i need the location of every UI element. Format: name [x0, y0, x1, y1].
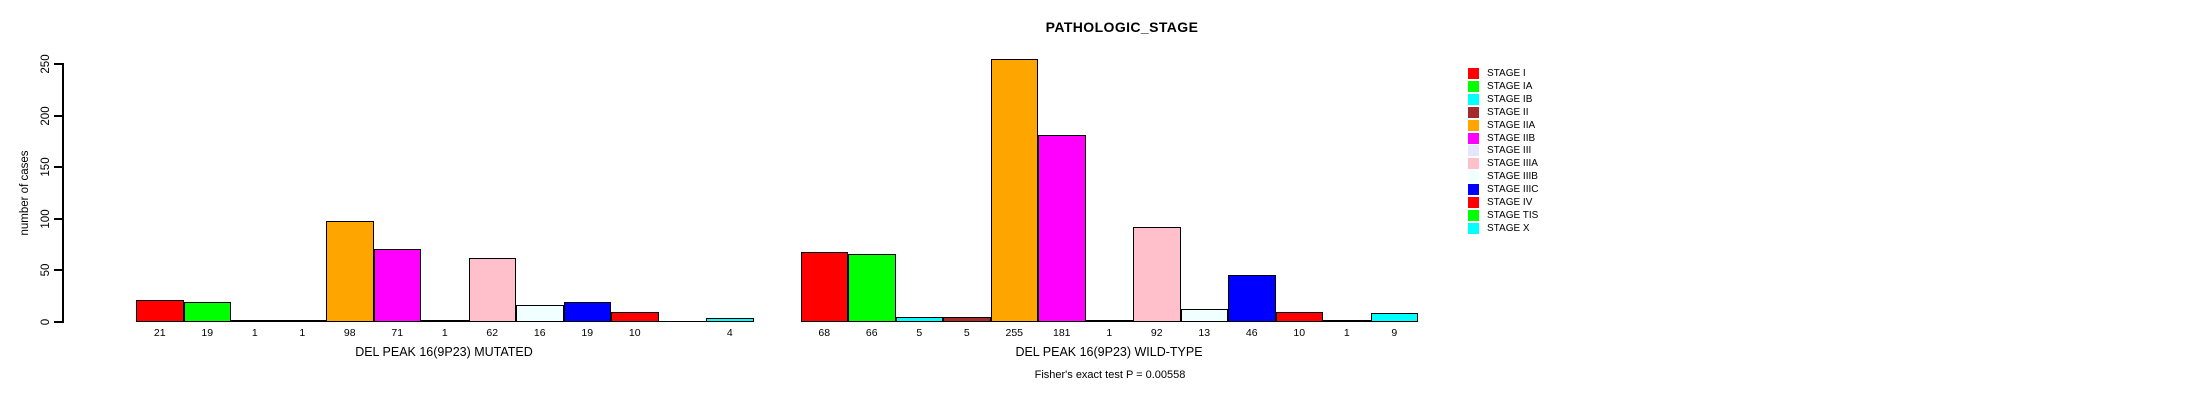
y-tick-mark	[54, 63, 62, 65]
bar	[421, 320, 469, 322]
bar-value-label: 5	[916, 327, 923, 339]
bar	[1323, 320, 1371, 322]
bar-value-label: 9	[1391, 327, 1398, 339]
bar-value-label: 10	[1293, 327, 1306, 339]
bar-value-label: 1	[299, 327, 306, 339]
y-tick-mark	[54, 217, 62, 220]
legend-swatch	[1468, 158, 1479, 170]
bar-value-label: 66	[865, 327, 878, 339]
bar	[611, 312, 659, 322]
bar	[563, 302, 611, 322]
legend-label: STAGE IIIC	[1487, 184, 1539, 196]
bar	[1275, 312, 1323, 322]
bar-value-label: 98	[343, 327, 356, 339]
x-axis-label-mutated: DEL PEAK 16(9P23) MUTATED	[355, 345, 533, 359]
y-tick-label: 0	[40, 318, 52, 326]
bar-value-label: 1	[1343, 327, 1350, 339]
legend-swatch	[1468, 119, 1479, 131]
bar-value-label: 21	[153, 327, 166, 339]
legend-label: STAGE IIIA	[1487, 158, 1538, 170]
y-axis-line	[62, 63, 64, 323]
bar	[1085, 320, 1133, 322]
bar	[231, 320, 279, 322]
legend-label: STAGE I	[1487, 68, 1526, 79]
legend-swatch	[1468, 222, 1479, 234]
legend-swatch	[1468, 184, 1479, 196]
bar	[1133, 227, 1181, 322]
bar	[848, 254, 896, 322]
bar-value-label: 4	[726, 327, 733, 339]
legend-swatch	[1468, 197, 1479, 208]
bar-value-label: 1	[1106, 327, 1113, 339]
legend-swatch	[1468, 171, 1479, 183]
bar	[706, 318, 754, 322]
bar	[373, 249, 421, 322]
bar-value-label: 19	[581, 327, 594, 339]
bar	[516, 305, 564, 322]
bar-value-label: 13	[1198, 327, 1211, 339]
legend-swatch	[1468, 106, 1479, 118]
y-tick-label: 150	[40, 157, 52, 177]
y-tick-label: 50	[40, 263, 52, 277]
legend-label: STAGE IV	[1487, 197, 1533, 208]
legend-label: STAGE IB	[1487, 93, 1533, 105]
legend-swatch	[1468, 80, 1479, 92]
bar	[468, 258, 516, 322]
legend-swatch	[1468, 145, 1479, 157]
legend-label: STAGE III	[1487, 145, 1532, 157]
legend-label: STAGE X	[1487, 222, 1530, 234]
bar	[1038, 135, 1086, 322]
y-tick-label: 200	[40, 106, 52, 126]
y-tick-mark	[54, 269, 62, 272]
bar-value-label: 1	[441, 327, 448, 339]
y-tick-mark	[54, 321, 62, 323]
bar	[326, 221, 374, 322]
bar-value-label: 68	[818, 327, 831, 339]
bar	[990, 59, 1038, 322]
y-tick-mark	[54, 166, 62, 169]
bar-value-label: 19	[201, 327, 214, 339]
zero-bar	[658, 321, 706, 322]
legend-label: STAGE II	[1487, 106, 1529, 118]
bar-value-label: 10	[628, 327, 641, 339]
y-tick-label: 100	[40, 209, 52, 229]
fishers-test-annotation: Fisher's exact test P = 0.00558	[1034, 369, 1186, 381]
bar-value-label: 16	[533, 327, 546, 339]
legend-swatch	[1468, 93, 1479, 105]
legend-label: STAGE IIIB	[1487, 171, 1538, 183]
bar	[895, 317, 943, 322]
bar	[1228, 275, 1276, 322]
bar-value-label: 92	[1150, 327, 1163, 339]
bar	[1180, 309, 1228, 322]
bar-value-label: 1	[251, 327, 258, 339]
y-axis-label: number of cases	[19, 150, 31, 236]
legend-swatch	[1468, 209, 1479, 221]
bar-value-label: 181	[1052, 327, 1071, 339]
legend-label: STAGE IIB	[1487, 132, 1536, 144]
bar-value-label: 255	[1005, 327, 1024, 339]
legend-label: STAGE IIA	[1487, 119, 1536, 131]
bar-value-label: 62	[486, 327, 499, 339]
x-axis-label-wild-type: DEL PEAK 16(9P23) WILD-TYPE	[1015, 345, 1203, 359]
legend-swatch	[1468, 132, 1479, 144]
bar-value-label: 5	[963, 327, 970, 339]
bar-value-label: 71	[391, 327, 404, 339]
bar	[1370, 313, 1418, 322]
y-tick-mark	[54, 114, 62, 117]
bar-value-label: 46	[1245, 327, 1258, 339]
bar	[136, 300, 184, 322]
legend-label: STAGE IA	[1487, 80, 1533, 92]
chart-title: PATHOLOGIC_STAGE	[1045, 19, 1199, 35]
bar	[183, 302, 231, 322]
bar	[943, 317, 991, 322]
bar	[800, 252, 848, 322]
legend-label: STAGE TIS	[1487, 209, 1539, 221]
bar	[278, 320, 326, 322]
legend-swatch	[1468, 68, 1479, 79]
y-tick-label: 250	[40, 54, 52, 74]
